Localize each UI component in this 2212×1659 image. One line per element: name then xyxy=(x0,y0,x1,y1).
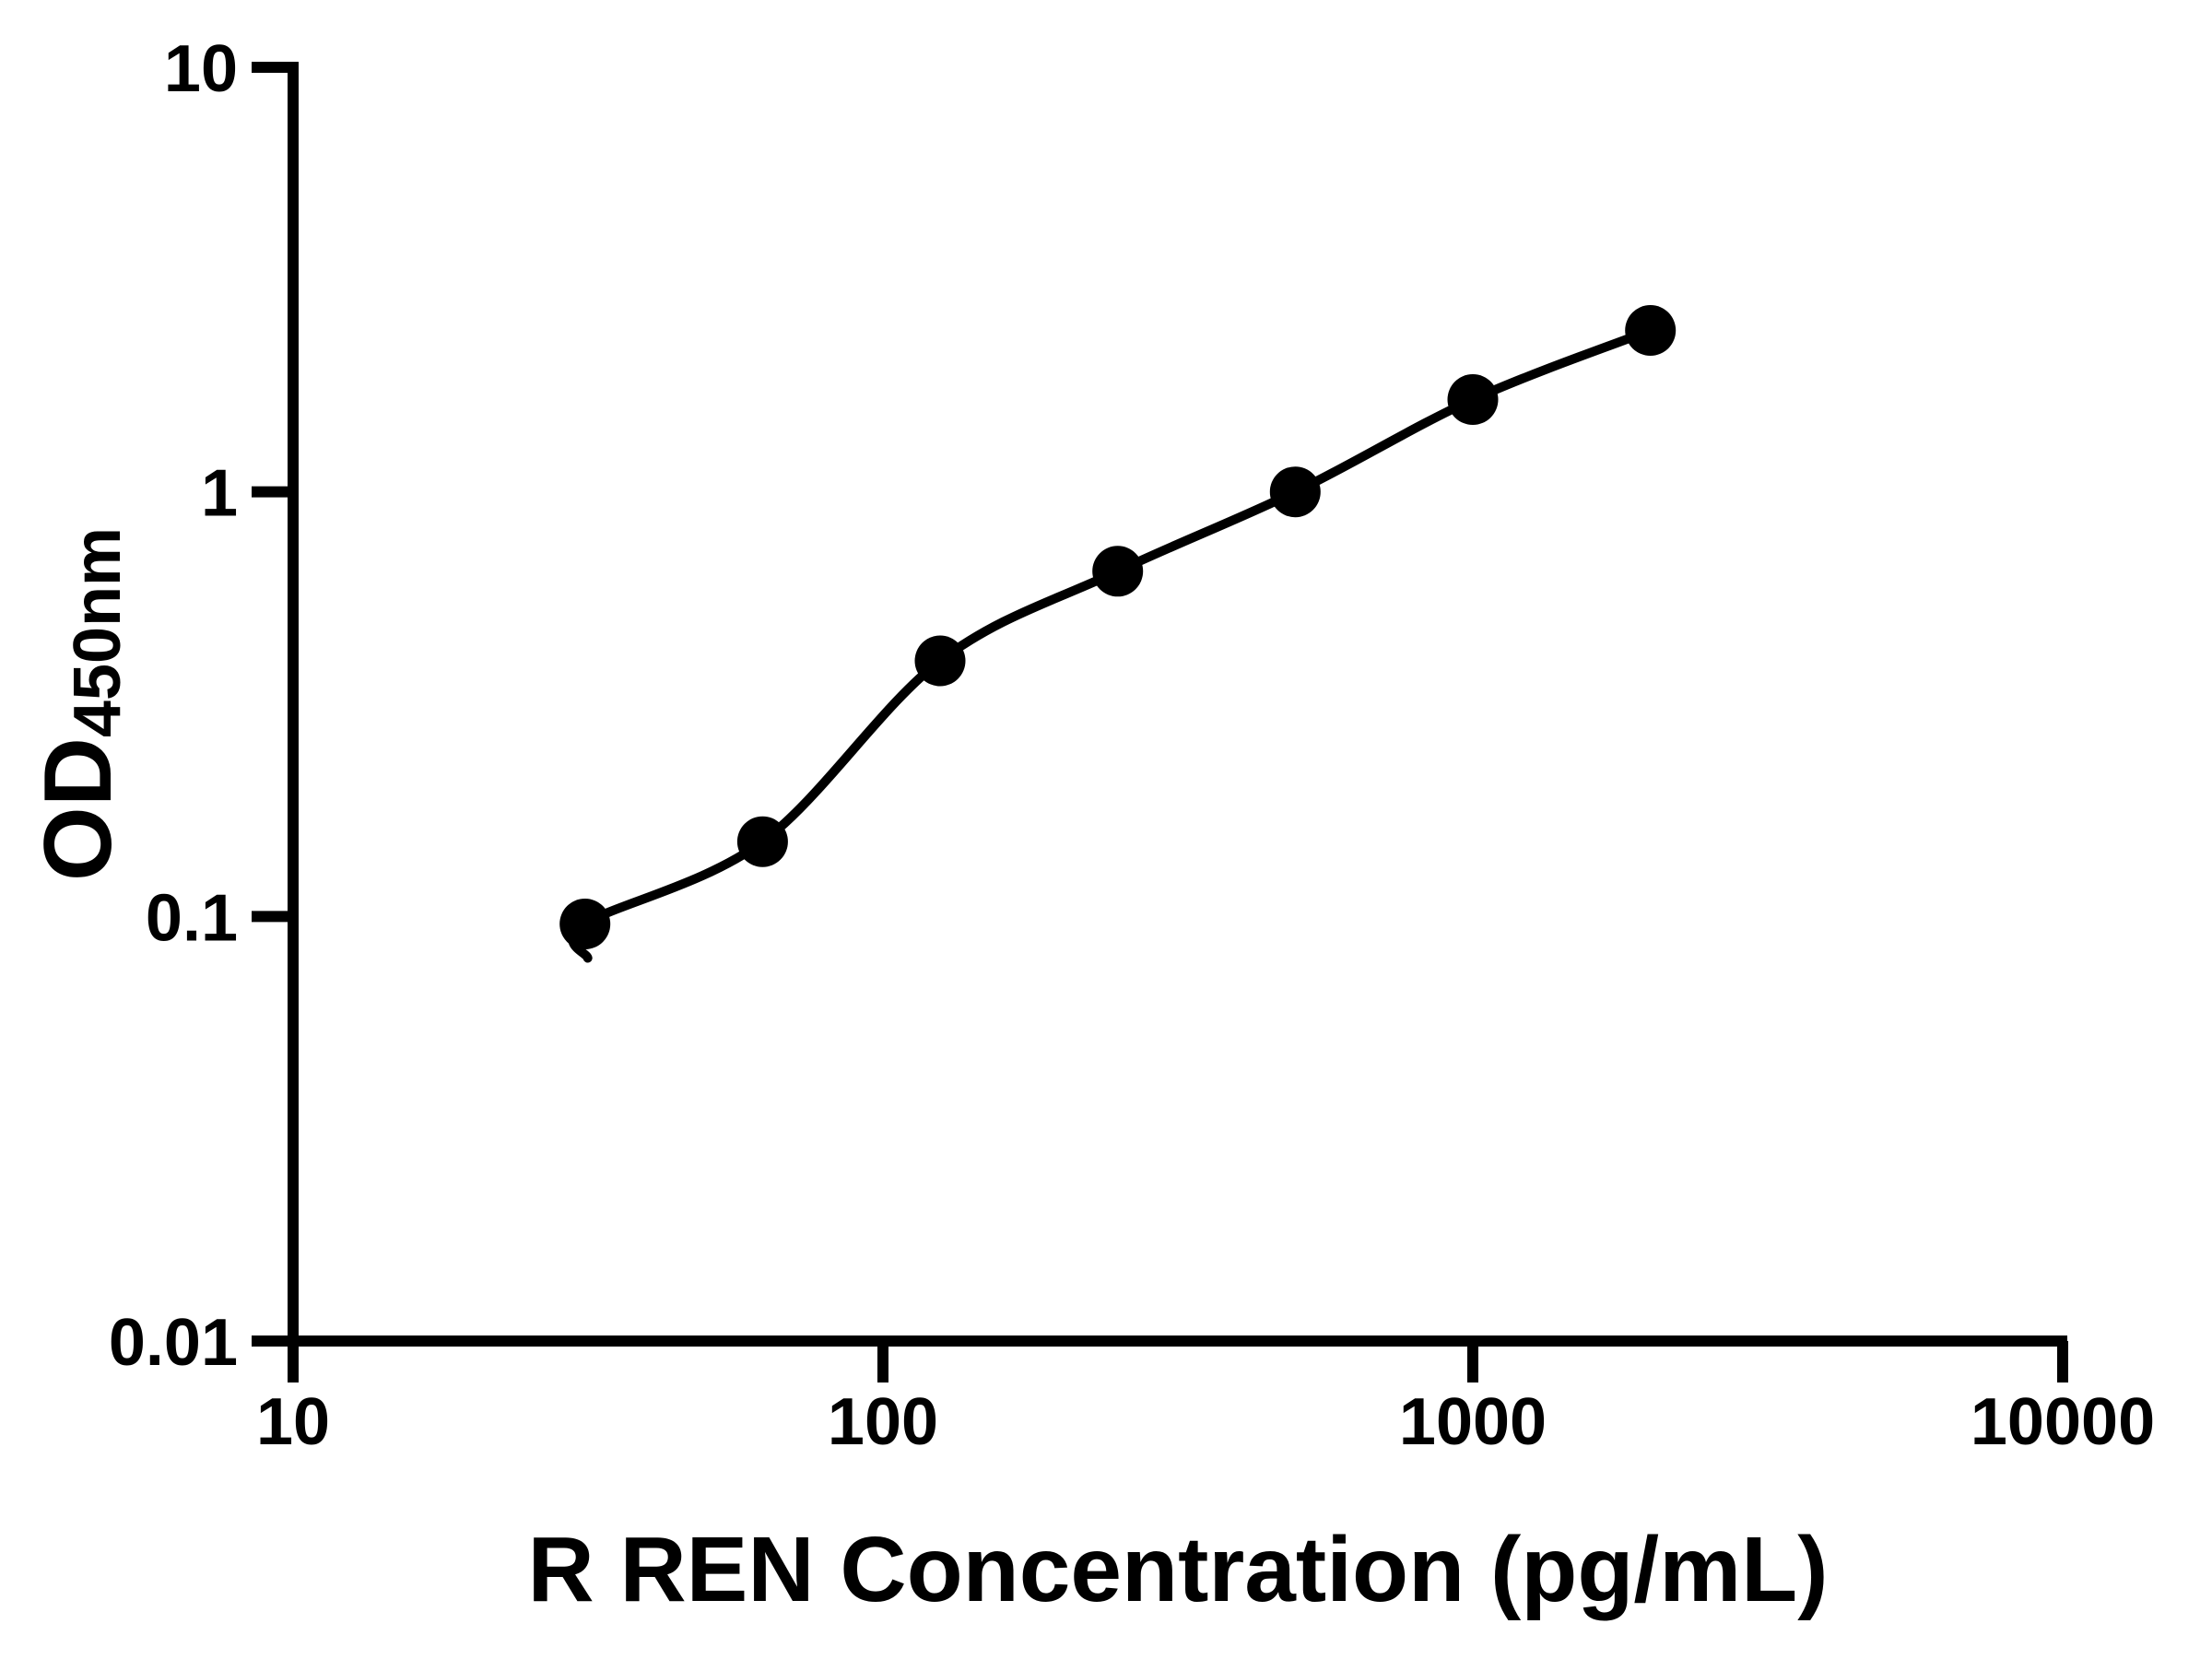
x-tick-label: 10 xyxy=(256,1385,330,1459)
data-point-marker xyxy=(1625,305,1677,356)
data-point-marker xyxy=(736,816,788,867)
x-tick-label: 100 xyxy=(828,1385,938,1459)
data-point-marker xyxy=(559,899,611,949)
y-tick-label: 0.1 xyxy=(146,881,238,955)
fit-curve xyxy=(568,325,1655,963)
y-tick-label: 1 xyxy=(201,457,238,531)
y-tick-label: 0.01 xyxy=(109,1306,238,1380)
data-point-marker xyxy=(1092,546,1144,597)
x-tick-label: 10000 xyxy=(1971,1385,2155,1459)
data-points xyxy=(559,305,1677,949)
y-axis-title-main: OD xyxy=(25,737,132,881)
axes xyxy=(288,62,2067,1347)
x-axis-ticks: 10 100 1000 10000 xyxy=(256,1341,2155,1459)
y-axis-ticks: 10 1 0.1 0.01 xyxy=(109,32,293,1380)
y-tick-label: 10 xyxy=(164,32,238,106)
data-point-marker xyxy=(914,635,966,687)
data-point-marker xyxy=(1447,374,1499,425)
y-axis-title: OD450nm xyxy=(25,527,135,881)
x-tick-label: 1000 xyxy=(1399,1385,1547,1459)
y-axis-title-sub: 450nm xyxy=(61,527,135,737)
data-point-marker xyxy=(1269,466,1321,518)
x-axis-title: R REN Concentration (pg/mL) xyxy=(527,1518,1828,1621)
